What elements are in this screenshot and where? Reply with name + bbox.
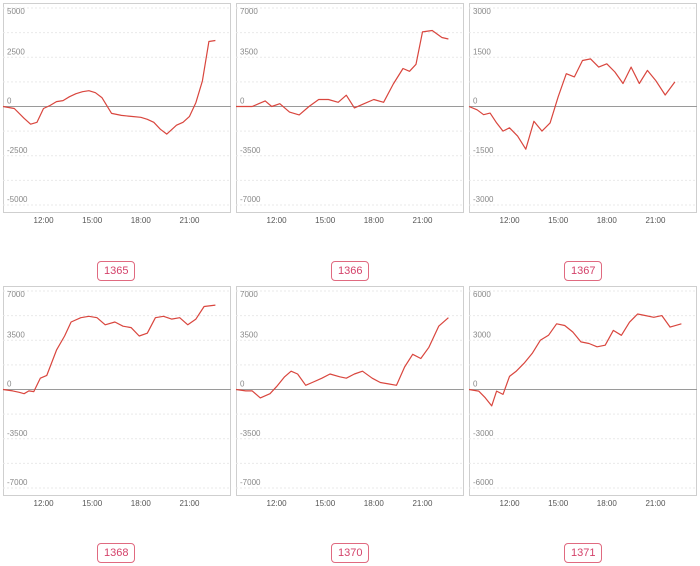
y-tick-label: 0 <box>7 97 12 106</box>
chart-panel: 3000 1500 0 -1500 -3000 12:00 15:00 18:00 21:00 <box>468 3 698 225</box>
chart-label-badge[interactable]: 1368 <box>97 543 136 563</box>
series-line <box>2 304 216 395</box>
chart-panel: 5000 2500 0 -2500 -5000 12:00 15:00 18:00 21:00 <box>2 3 232 225</box>
line-chart: 7000 3500 0 -3500 -7000 12:00 15:00 18:00 21:00 <box>236 3 464 225</box>
y-tick-label: -6000 <box>473 478 494 487</box>
chart-label-badge[interactable]: 1366 <box>331 261 370 281</box>
chart-frame <box>236 286 464 496</box>
x-tick-label: 18:00 <box>597 499 618 508</box>
y-tick-label: 5000 <box>7 7 25 16</box>
y-tick-label: -7000 <box>240 195 261 204</box>
line-chart: 6000 3000 0 -3000 -6000 12:00 15:00 18:00 21:00 <box>468 286 697 508</box>
y-tick-label: 3000 <box>473 7 491 16</box>
y-tick-label: 7000 <box>240 7 258 16</box>
y-tick-label: -2500 <box>7 146 28 155</box>
y-tick-label: 0 <box>473 380 478 389</box>
series-line <box>468 313 682 407</box>
x-tick-label: 12:00 <box>267 499 288 508</box>
x-tick-label: 15:00 <box>315 216 336 225</box>
x-tick-label: 15:00 <box>315 499 336 508</box>
chart-panel: 7000 3500 0 -3500 -7000 12:00 15:00 18:00 21:00 <box>235 286 465 508</box>
y-tick-label: 3000 <box>473 330 491 339</box>
line-chart: 3000 1500 0 -1500 -3000 12:00 15:00 18:00 21:00 <box>468 3 697 225</box>
y-tick-label: -3500 <box>240 146 261 155</box>
y-tick-label: -3000 <box>473 195 494 204</box>
series-line <box>236 29 449 116</box>
y-tick-label: 1500 <box>473 47 491 56</box>
y-tick-label: -3500 <box>240 429 261 438</box>
y-tick-label: 7000 <box>7 290 25 299</box>
x-tick-label: 15:00 <box>82 216 103 225</box>
x-tick-label: 18:00 <box>131 499 152 508</box>
x-tick-label: 12:00 <box>267 216 288 225</box>
x-tick-label: 21:00 <box>645 216 666 225</box>
chart-panel: 7000 3500 0 -3500 -7000 12:00 15:00 18:00 21:00 <box>236 3 465 225</box>
x-tick-label: 18:00 <box>364 216 385 225</box>
x-tick-label: 21:00 <box>645 499 666 508</box>
chart-frame <box>3 3 231 213</box>
y-tick-label: 0 <box>240 97 245 106</box>
x-tick-label: 12:00 <box>34 499 55 508</box>
y-tick-label: -7000 <box>240 478 261 487</box>
x-tick-label: 18:00 <box>364 499 385 508</box>
series-line <box>235 317 449 399</box>
chart-label-badge[interactable]: 1365 <box>97 261 136 281</box>
chart-panel: 6000 3000 0 -3000 -6000 12:00 15:00 18:00 21:00 <box>468 286 698 508</box>
chart-label-badge[interactable]: 1371 <box>564 543 603 563</box>
y-tick-label: 6000 <box>473 290 491 299</box>
series-line <box>2 39 216 135</box>
x-tick-label: 12:00 <box>500 499 521 508</box>
chart-frame <box>469 286 697 496</box>
x-tick-label: 21:00 <box>412 499 433 508</box>
y-tick-label: 2500 <box>7 47 25 56</box>
x-tick-label: 15:00 <box>548 499 569 508</box>
x-tick-label: 21:00 <box>179 499 200 508</box>
x-tick-label: 12:00 <box>500 216 521 225</box>
x-tick-label: 21:00 <box>412 216 433 225</box>
y-tick-label: 3500 <box>240 330 258 339</box>
x-tick-label: 21:00 <box>179 216 200 225</box>
y-tick-label: -1500 <box>473 146 494 155</box>
x-tick-label: 15:00 <box>82 499 103 508</box>
chart-label-badge[interactable]: 1367 <box>564 261 603 281</box>
y-tick-label: 0 <box>240 380 245 389</box>
x-tick-label: 12:00 <box>34 216 55 225</box>
y-tick-label: -7000 <box>7 478 28 487</box>
x-tick-label: 18:00 <box>131 216 152 225</box>
y-tick-label: -5000 <box>7 195 28 204</box>
y-tick-label: -3000 <box>473 429 494 438</box>
y-tick-label: -3500 <box>7 429 28 438</box>
line-chart: 7000 3500 0 -3500 -7000 12:00 15:00 18:00 21:00 <box>235 286 464 508</box>
chart-panel: 7000 3500 0 -3500 -7000 12:00 15:00 18:00 21:00 <box>2 286 232 508</box>
y-tick-label: 0 <box>473 97 478 106</box>
y-tick-label: 3500 <box>240 47 258 56</box>
chart-frame <box>469 3 697 213</box>
x-tick-label: 18:00 <box>597 216 618 225</box>
chart-label-badge[interactable]: 1370 <box>331 543 370 563</box>
y-tick-label: 0 <box>7 380 12 389</box>
line-chart: 5000 2500 0 -2500 -5000 12:00 15:00 18:00 21:00 <box>2 3 231 225</box>
line-chart: 7000 3500 0 -3500 -7000 12:00 15:00 18:00 21:00 <box>2 286 231 508</box>
chart-frame <box>236 3 464 213</box>
chart-frame <box>3 286 231 496</box>
series-line <box>468 58 676 150</box>
x-tick-label: 15:00 <box>548 216 569 225</box>
y-tick-label: 3500 <box>7 330 25 339</box>
y-tick-label: 7000 <box>240 290 258 299</box>
